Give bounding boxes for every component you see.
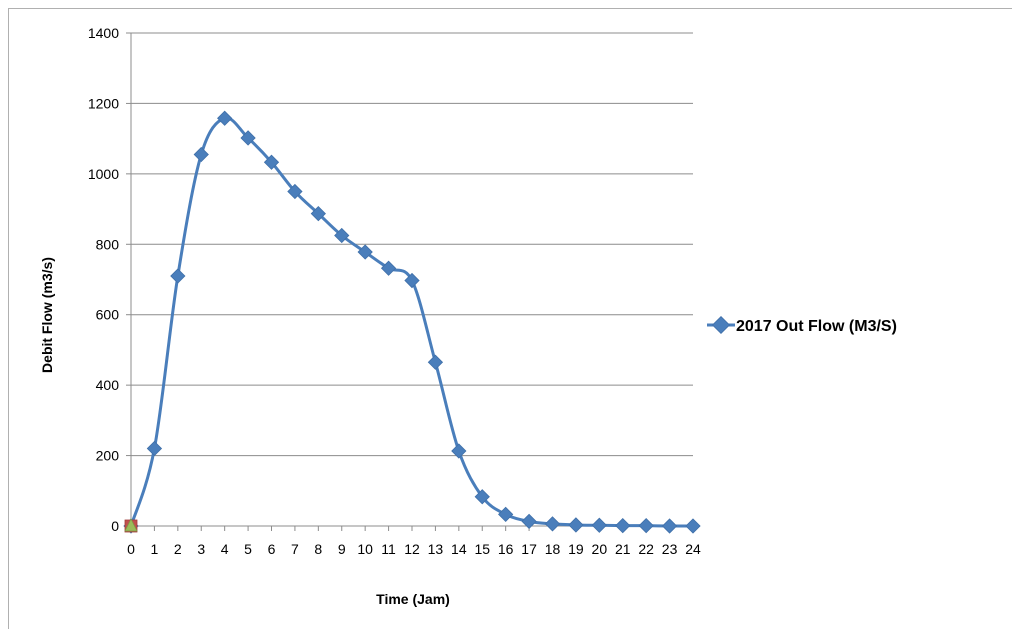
gridlines — [131, 32, 693, 457]
data-point-marker[interactable] — [568, 517, 584, 533]
y-tick-labels: 0 200 400 600 800 1000 1200 1400 — [88, 25, 119, 534]
x-tick-label: 10 — [357, 541, 373, 557]
data-point-marker[interactable] — [334, 227, 350, 244]
y-axis-title: Debit Flow (m3/s) — [39, 257, 55, 373]
data-point-marker[interactable] — [521, 513, 537, 530]
x-axis-title: Time (Jam) — [376, 591, 450, 607]
data-point-marker[interactable] — [591, 517, 607, 533]
data-point-marker[interactable] — [615, 518, 631, 534]
data-point-marker[interactable] — [217, 110, 233, 126]
x-tick-label: 0 — [127, 541, 135, 557]
x-tick-label: 24 — [685, 541, 701, 557]
x-tick-label: 23 — [662, 541, 678, 557]
legend[interactable]: 2017 Out Flow (M3/S) — [707, 315, 897, 335]
data-point-marker[interactable] — [263, 154, 280, 170]
y-tick-label: 400 — [96, 377, 120, 393]
y-tick-label: 1200 — [88, 95, 119, 111]
y-tick-label: 1400 — [88, 25, 119, 41]
x-tick-label: 8 — [314, 541, 322, 557]
data-point-marker[interactable] — [427, 354, 444, 370]
data-point-marker[interactable] — [146, 440, 163, 457]
x-tick-label: 14 — [451, 541, 467, 557]
data-point-marker[interactable] — [638, 518, 654, 534]
series-line — [129, 116, 694, 528]
x-tick-label: 3 — [197, 541, 205, 557]
x-tick-label: 18 — [545, 541, 561, 557]
data-point-marker[interactable] — [310, 206, 326, 222]
x-tick-label: 7 — [291, 541, 299, 557]
x-tick-labels: 0 1 2 3 4 5 6 7 8 9 10 11 12 13 14 15 16 17 18 19 20 21 22 23 24 — [127, 541, 701, 557]
x-tick-label: 1 — [151, 541, 159, 557]
data-point-marker[interactable] — [404, 272, 420, 289]
legend-marker — [711, 315, 731, 335]
data-point-marker[interactable] — [451, 443, 467, 459]
data-point-marker[interactable] — [544, 516, 561, 532]
data-point-marker[interactable] — [380, 260, 397, 276]
x-tick-label: 4 — [221, 541, 229, 557]
markers — [123, 110, 701, 534]
data-point-marker[interactable] — [287, 183, 303, 200]
y-tick-label: 800 — [96, 236, 120, 252]
data-point-marker[interactable] — [498, 506, 514, 523]
x-tick-label: 22 — [638, 541, 654, 557]
data-point-marker[interactable] — [661, 518, 678, 534]
x-tick-label: 15 — [474, 541, 490, 557]
data-point-marker[interactable] — [240, 130, 256, 146]
x-tick-label: 21 — [615, 541, 631, 557]
y-tick-label: 1000 — [88, 166, 119, 182]
data-point-marker[interactable] — [193, 146, 209, 163]
data-point-marker[interactable] — [685, 518, 701, 534]
x-tick-label: 5 — [244, 541, 252, 557]
x-tick-label: 13 — [428, 541, 444, 557]
x-tick-label: 16 — [498, 541, 514, 557]
legend-label: 2017 Out Flow (M3/S) — [736, 318, 897, 335]
x-tick-label: 20 — [592, 541, 608, 557]
data-point-marker[interactable] — [170, 268, 186, 284]
origin-triangle-marker — [124, 518, 138, 532]
x-tick-label: 9 — [338, 541, 346, 557]
y-tick-label: 0 — [111, 518, 119, 534]
data-point-marker[interactable] — [474, 489, 490, 505]
x-tick-label: 19 — [568, 541, 584, 557]
x-tick-label: 6 — [268, 541, 276, 557]
x-tick-label: 12 — [404, 541, 420, 557]
series — [129, 116, 694, 528]
x-tick-label: 11 — [381, 541, 396, 557]
data-point-marker[interactable] — [357, 244, 373, 260]
y-tick-label: 200 — [96, 448, 120, 464]
x-tick-label: 17 — [521, 541, 537, 557]
y-tick-label: 600 — [96, 307, 120, 323]
x-tick-label: 2 — [174, 541, 182, 557]
